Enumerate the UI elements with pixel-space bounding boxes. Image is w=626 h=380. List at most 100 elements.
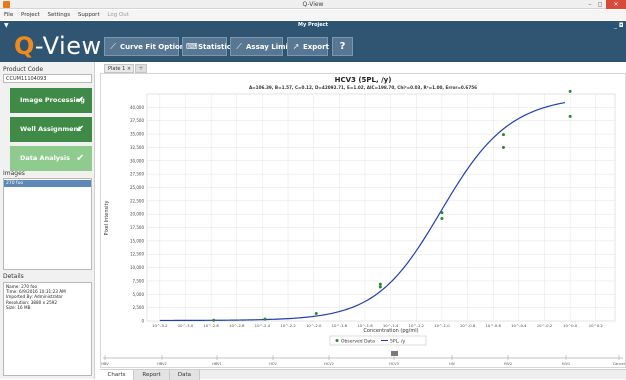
window-title-bar: Q-View – ◻ ✕ bbox=[0, 0, 626, 9]
close-button[interactable]: ✕ bbox=[606, 0, 626, 9]
x-tick-label: 10^-3.0 bbox=[178, 323, 194, 328]
points-layer bbox=[212, 89, 572, 322]
standard-curve-chart: HCV3 (5PL, /y) A=106.39, B=1.57, C=0.12,… bbox=[101, 76, 626, 366]
product-code-input[interactable]: CCUM11104093 bbox=[3, 74, 92, 83]
x-tick-label: 10^-2.0 bbox=[306, 323, 322, 328]
x-tick-label: 10^-0.6 bbox=[485, 323, 501, 328]
menu-log-out: Log Out bbox=[107, 12, 129, 18]
app-header: Q-View ⟋ Curve Fit Options ⌨Statistics ⟋ A… bbox=[0, 30, 626, 62]
x-tick-label: 10^0.2 bbox=[589, 323, 604, 328]
data-point bbox=[263, 317, 267, 321]
tab-charts[interactable]: Charts bbox=[100, 370, 134, 380]
menu-bar: File Project Settings Support Log Out bbox=[0, 10, 626, 20]
y-tick-label: 15,000 bbox=[130, 238, 144, 243]
detail-time: Time: 6/9/2016 10:31:23 AM bbox=[6, 289, 66, 295]
detail-imported-by: Imported By: Administrator bbox=[6, 294, 63, 300]
y-tick-label: 30,000 bbox=[130, 158, 144, 163]
range-slider[interactable]: HBV HBV2 HBV1 HCV HCV2 HCV3 HIV HIV2 HIV1 Cancer bbox=[101, 351, 626, 366]
data-point bbox=[378, 282, 382, 286]
y-tick-label: 32,500 bbox=[130, 145, 144, 150]
assay-limits-icon: ⟋ bbox=[236, 42, 242, 51]
curve-fit-options-button[interactable]: ⟋ Curve Fit Options bbox=[104, 37, 189, 56]
slider-label: HBV1 bbox=[212, 362, 222, 366]
slider-labels: HBV HBV2 HBV1 HCV HCV2 HCV3 HIV HIV2 HIV1 Cancer bbox=[101, 355, 626, 366]
data-point bbox=[378, 285, 382, 289]
data-point bbox=[440, 216, 444, 220]
images-label: Images bbox=[3, 170, 25, 177]
y-tick-label: 37,500 bbox=[130, 118, 144, 123]
well-assignment-step[interactable]: Well Assignment ✔ bbox=[10, 117, 92, 142]
plate-tab-close-icon[interactable]: × bbox=[126, 66, 132, 72]
detail-name: Name: 270 foo bbox=[6, 284, 38, 289]
statistics-icon: ⌨ bbox=[186, 42, 198, 51]
app-icon bbox=[3, 1, 10, 8]
help-button[interactable]: ? bbox=[332, 37, 353, 56]
image-list-item[interactable]: 270 foo bbox=[4, 180, 91, 187]
logo-q: Q bbox=[14, 32, 35, 60]
y-tick-label: 22,500 bbox=[130, 198, 144, 203]
legend-observed-marker bbox=[335, 339, 339, 342]
x-tick-label: 10^-1.0 bbox=[434, 323, 450, 328]
menu-settings[interactable]: Settings bbox=[47, 12, 71, 18]
data-point bbox=[440, 211, 444, 215]
slider-handle[interactable] bbox=[391, 351, 398, 356]
data-point bbox=[314, 312, 318, 316]
logo-text: -View bbox=[34, 32, 102, 60]
curve-fit-icon: ⟋ bbox=[110, 42, 116, 51]
data-point bbox=[501, 145, 505, 149]
tab-plate-1[interactable]: Plate 1 × bbox=[104, 64, 134, 73]
chart-grid bbox=[146, 93, 616, 322]
statistics-button[interactable]: ⌨Statistics bbox=[182, 37, 235, 56]
menu-support[interactable]: Support bbox=[77, 12, 100, 18]
x-tick-label: 10^-3.2 bbox=[152, 323, 168, 328]
y-axis-ticks: 0 2,500 5,000 7,500 10,000 12,500 15,000 17,500… bbox=[130, 105, 144, 324]
chart-subtitle: A=106.39, B=1.57, C=0.12, D=42092.71, E=… bbox=[249, 85, 477, 90]
slider-label: HIV1 bbox=[562, 362, 570, 366]
project-window-bar: ▼ My Project _ ◘ bbox=[0, 21, 626, 30]
check-icon: ✔ bbox=[76, 124, 85, 135]
data-analysis-label: Data Analysis bbox=[20, 154, 71, 162]
x-tick-label: 10^0.0 bbox=[563, 323, 578, 328]
slider-label: HCV2 bbox=[324, 362, 334, 366]
data-analysis-step[interactable]: Data Analysis ✔ bbox=[10, 146, 92, 171]
y-tick-label: 12,500 bbox=[130, 252, 144, 257]
tab-data[interactable]: Data bbox=[170, 370, 200, 380]
well-assignment-label: Well Assignment bbox=[20, 125, 82, 133]
menu-project[interactable]: Project bbox=[20, 12, 40, 18]
project-menu-toggle[interactable]: ▼ bbox=[4, 22, 9, 29]
bottom-tabs: Charts Report Data bbox=[100, 369, 626, 380]
x-tick-label: 10^-1.6 bbox=[357, 323, 373, 328]
check-icon: ✔ bbox=[76, 153, 85, 164]
details-label: Details bbox=[3, 273, 24, 280]
x-tick-label: 10^-1.4 bbox=[383, 323, 399, 328]
export-icon: ↗ bbox=[292, 42, 300, 51]
slider-label: HBV bbox=[101, 362, 109, 366]
project-window-controls[interactable]: _ ◘ bbox=[614, 22, 624, 29]
x-tick-label: 10^-2.4 bbox=[255, 323, 271, 328]
x-tick-label: 10^-0.4 bbox=[511, 323, 527, 328]
x-axis-ticks: 10^-3.2 10^-3.0 10^-2.8 10^-2.6 10^-2.4 10^-2… bbox=[152, 323, 603, 328]
y-tick-label: 40,000 bbox=[130, 105, 144, 110]
menu-file[interactable]: File bbox=[4, 12, 14, 18]
x-tick-label: 10^-0.2 bbox=[537, 323, 553, 328]
y-tick-label: 0 bbox=[141, 319, 144, 324]
maximize-button[interactable]: ◻ bbox=[597, 1, 603, 8]
curve-layer bbox=[159, 101, 566, 322]
y-tick-label: 27,500 bbox=[130, 172, 144, 177]
assay-limits-button[interactable]: ⟋ Assay Limits bbox=[230, 37, 295, 56]
slider-label: HCV bbox=[269, 362, 277, 366]
legend-box bbox=[329, 335, 427, 346]
data-point bbox=[212, 318, 216, 322]
left-panel: Product Code CCUM11104093 Image Processi… bbox=[0, 62, 95, 379]
slider-label: HIV bbox=[449, 362, 456, 366]
image-processing-step[interactable]: Image Processing ✔ bbox=[10, 88, 92, 113]
image-processing-label: Image Processing bbox=[20, 96, 85, 104]
minimize-button[interactable]: – bbox=[588, 1, 592, 8]
details-box: Name: 270 foo Time: 6/9/2016 10:31:23 AM… bbox=[3, 282, 92, 376]
check-icon: ✔ bbox=[76, 95, 85, 106]
export-button[interactable]: ↗ Export bbox=[287, 37, 329, 56]
x-tick-label: 10^-2.2 bbox=[280, 323, 296, 328]
add-plate-button[interactable]: + bbox=[135, 64, 147, 73]
tab-report[interactable]: Report bbox=[134, 370, 170, 380]
